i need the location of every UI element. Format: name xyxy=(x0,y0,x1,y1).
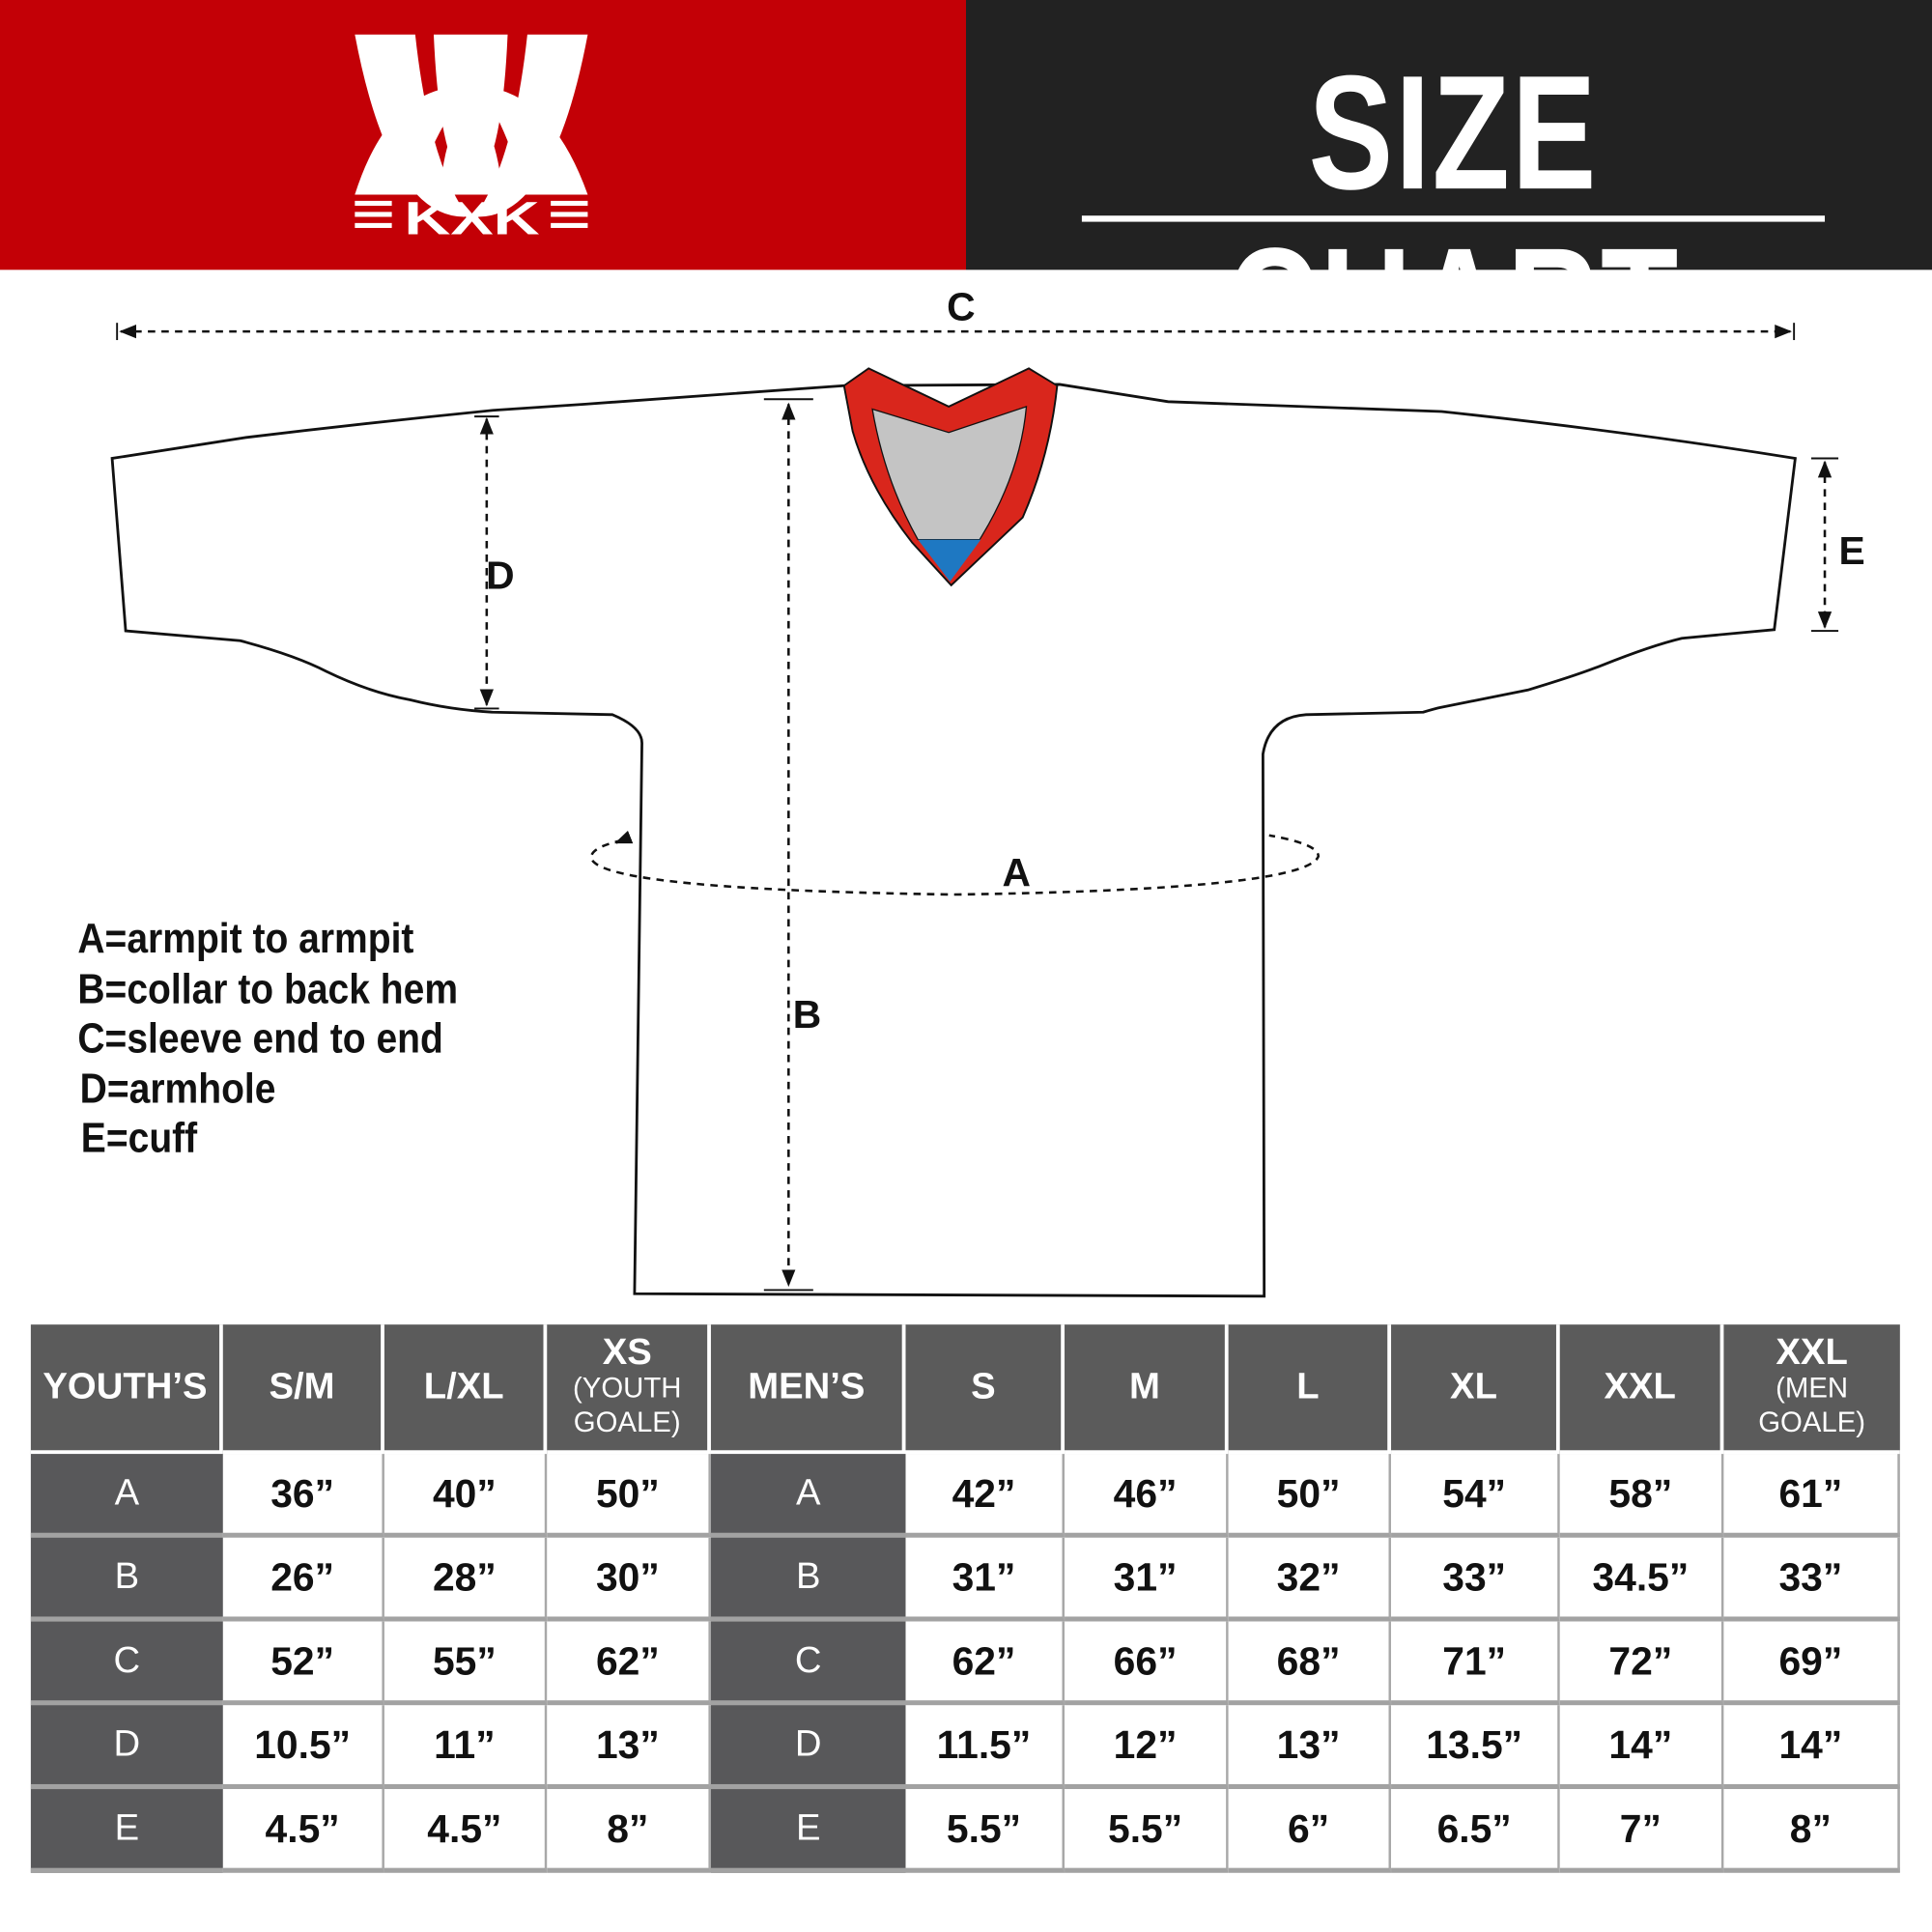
youth-value: 40” xyxy=(384,1454,548,1538)
men-value: 11.5” xyxy=(905,1705,1065,1790)
collar-inner xyxy=(871,406,1028,541)
men-size-header: XL xyxy=(1391,1324,1560,1455)
youth-value: 26” xyxy=(222,1537,384,1622)
title-underline xyxy=(1081,215,1826,222)
logo-text: KXK xyxy=(404,192,539,244)
men-value: 31” xyxy=(1065,1537,1229,1622)
men-value: 6” xyxy=(1228,1789,1392,1873)
youth-value: 55” xyxy=(384,1621,548,1706)
jersey-outline xyxy=(110,383,1797,1298)
table-row: E 4.5” 4.5” 8” E 5.5” 5.5” 6” 6.5” 7” 8” xyxy=(30,1789,1900,1873)
youth-value: 4.5” xyxy=(384,1789,548,1873)
men-value: 71” xyxy=(1391,1621,1560,1706)
youth-size-header: L/XL xyxy=(384,1324,548,1455)
men-value: 42” xyxy=(905,1454,1065,1538)
men-value: 68” xyxy=(1228,1621,1392,1706)
a-label: A xyxy=(1003,850,1031,895)
legend-item: A=armpit to armpit xyxy=(77,915,414,963)
men-value: 33” xyxy=(1723,1537,1900,1622)
men-value: 72” xyxy=(1559,1621,1724,1706)
men-size-header: XXL (MEN GOALE) xyxy=(1723,1324,1900,1455)
row-label: E xyxy=(710,1789,906,1873)
youth-value: 11” xyxy=(384,1705,548,1790)
men-value: 31” xyxy=(905,1537,1065,1622)
men-size-header: S xyxy=(905,1324,1065,1455)
row-label: C xyxy=(30,1621,223,1706)
men-value: 8” xyxy=(1723,1789,1900,1873)
d-label: D xyxy=(486,554,514,598)
men-value: 6.5” xyxy=(1391,1789,1560,1873)
men-size-header: L xyxy=(1228,1324,1392,1455)
men-value: 61” xyxy=(1723,1454,1900,1538)
page-title: SIZE CHART xyxy=(1226,42,1681,396)
b-label: B xyxy=(793,992,821,1037)
men-value: 58” xyxy=(1559,1454,1724,1538)
men-value: 46” xyxy=(1065,1454,1229,1538)
row-label: D xyxy=(30,1705,223,1790)
men-value: 14” xyxy=(1559,1705,1724,1790)
men-size-header: M xyxy=(1065,1324,1229,1455)
table-row: B 26” 28” 30” B 31” 31” 32” 33” 34.5” 33” xyxy=(30,1537,1900,1622)
men-value: 34.5” xyxy=(1559,1537,1724,1622)
c-label: C xyxy=(947,285,975,329)
measurement-legend: A=armpit to armpit B=collar to back hem … xyxy=(77,914,499,1163)
men-value: 7” xyxy=(1559,1789,1724,1873)
men-value: 66” xyxy=(1065,1621,1229,1706)
youth-value: 52” xyxy=(222,1621,384,1706)
youth-value: 36” xyxy=(222,1454,384,1538)
men-value: 14” xyxy=(1723,1705,1900,1790)
youth-value: 50” xyxy=(547,1454,711,1538)
collar-tip xyxy=(918,539,981,582)
legend-item: E=cuff xyxy=(80,1115,198,1162)
size-table: YOUTH’S S/M L/XL XS (YOUTH GOALE) MEN’S S M L XL X… xyxy=(30,1324,1900,1873)
men-value: 32” xyxy=(1228,1537,1392,1622)
a-measure-ellipse xyxy=(589,834,1321,896)
men-header: MEN’S xyxy=(710,1324,906,1455)
table-row: A 36” 40” 50” A 42” 46” 50” 54” 58” 61” xyxy=(30,1454,1900,1538)
men-value: 54” xyxy=(1391,1454,1560,1538)
legend-item: D=armhole xyxy=(79,1065,276,1113)
row-label: C xyxy=(710,1621,906,1706)
youth-size-header: XS (YOUTH GOALE) xyxy=(547,1324,711,1455)
men-value: 5.5” xyxy=(905,1789,1065,1873)
row-label: E xyxy=(30,1789,223,1873)
men-value: 13.5” xyxy=(1391,1705,1560,1790)
e-label: E xyxy=(1838,528,1864,573)
men-value: 33” xyxy=(1391,1537,1560,1622)
youth-size-header: S/M xyxy=(222,1324,384,1455)
row-label: B xyxy=(710,1537,906,1622)
men-value: 50” xyxy=(1228,1454,1392,1538)
table-row: D 10.5” 11” 13” D 11.5” 12” 13” 13.5” 14” 14” xyxy=(30,1705,1900,1790)
row-label: B xyxy=(30,1537,223,1622)
table-row: C 52” 55” 62” C 62” 66” 68” 71” 72” 69” xyxy=(30,1621,1900,1706)
legend-item: B=collar to back hem xyxy=(77,965,459,1012)
men-value: 13” xyxy=(1228,1705,1392,1790)
row-label: D xyxy=(710,1705,906,1790)
men-size-header: XXL xyxy=(1559,1324,1724,1455)
youth-value: 62” xyxy=(547,1621,711,1706)
men-value: 5.5” xyxy=(1065,1789,1229,1873)
men-value: 12” xyxy=(1065,1705,1229,1790)
table-header-row: YOUTH’S S/M L/XL XS (YOUTH GOALE) MEN’S S M L XL X… xyxy=(30,1324,1900,1455)
youth-value: 13” xyxy=(547,1705,711,1790)
youth-header: YOUTH’S xyxy=(30,1324,223,1455)
men-value: 62” xyxy=(905,1621,1065,1706)
youth-value: 30” xyxy=(547,1537,711,1622)
men-value: 69” xyxy=(1723,1621,1900,1706)
row-label: A xyxy=(30,1454,223,1538)
title-header xyxy=(965,0,1932,270)
youth-value: 28” xyxy=(384,1537,548,1622)
row-label: A xyxy=(710,1454,906,1538)
youth-value: 4.5” xyxy=(222,1789,384,1873)
legend-item: C=sleeve end to end xyxy=(77,1015,443,1063)
youth-value: 10.5” xyxy=(222,1705,384,1790)
youth-value: 8” xyxy=(547,1789,711,1873)
